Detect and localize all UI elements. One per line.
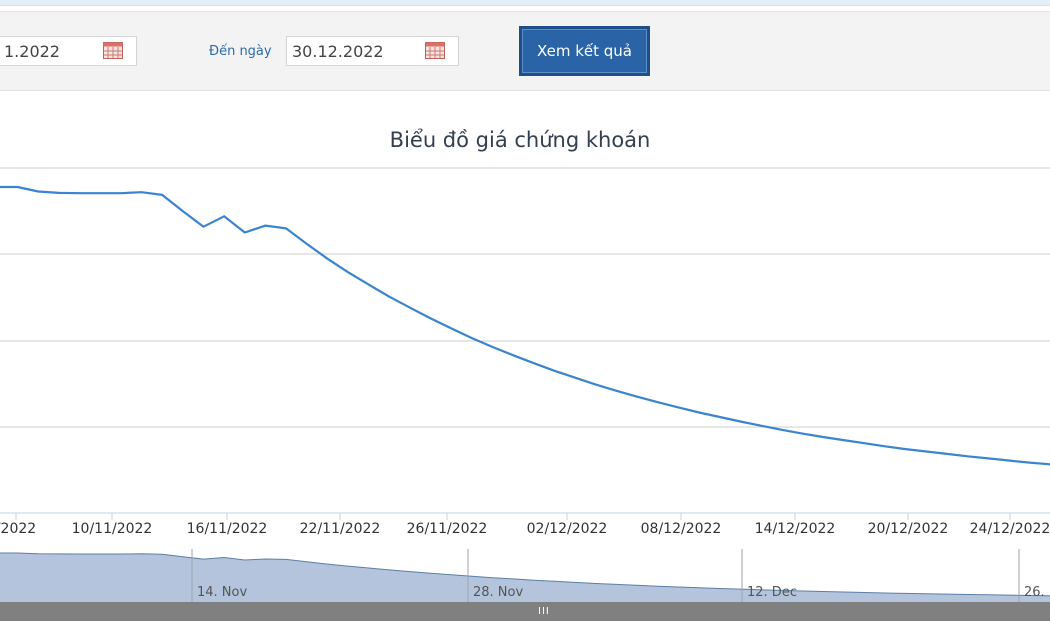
- calendar-icon[interactable]: [103, 42, 123, 59]
- from-date-field[interactable]: 1.2022: [0, 36, 137, 66]
- calendar-icon[interactable]: [425, 42, 445, 59]
- navigator: 14. Nov 28. Nov 12. Dec 26.: [0, 548, 1050, 602]
- scrollbar-grip-icon[interactable]: III: [538, 606, 550, 617]
- navigator-label: 12. Dec: [747, 585, 797, 600]
- navigator-label: 26.: [1024, 585, 1045, 600]
- x-tick-label: 08/12/2022: [641, 521, 722, 537]
- view-results-button[interactable]: Xem kết quả: [519, 26, 650, 76]
- navigator-scrollbar[interactable]: III: [0, 602, 1050, 621]
- price-chart: /2022 10/11/2022 16/11/2022 22/11/2022 26/11…: [0, 167, 1050, 602]
- x-tick-label: 20/12/2022: [868, 521, 949, 537]
- x-axis-ticks: /2022 10/11/2022 16/11/2022 22/11/2022 26/11…: [0, 513, 1050, 537]
- top-strip: [0, 0, 1050, 6]
- x-tick-label: 14/12/2022: [755, 521, 836, 537]
- x-tick-label: 16/11/2022: [187, 521, 268, 537]
- navigator-area: [0, 553, 1050, 602]
- x-tick-label: 02/12/2022: [527, 521, 608, 537]
- x-tick-label: 24/12/2022: [970, 521, 1050, 537]
- from-date-value: 1.2022: [4, 42, 60, 61]
- x-tick-label: 22/11/2022: [300, 521, 381, 537]
- filter-toolbar: 1.2022 Đến ngày 30.12.2022 Xem kết quả: [0, 11, 1050, 91]
- to-date-field[interactable]: 30.12.2022: [286, 36, 459, 66]
- price-line: [0, 185, 1050, 466]
- x-tick-label: 26/11/2022: [407, 521, 488, 537]
- to-date-value: 30.12.2022: [292, 42, 384, 61]
- navigator-label: 14. Nov: [197, 585, 247, 600]
- to-date-label: Đến ngày: [209, 44, 272, 59]
- x-tick-label: /2022: [0, 521, 36, 537]
- navigator-label: 28. Nov: [473, 585, 523, 600]
- price-series: [0, 185, 1050, 466]
- x-tick-label: 10/11/2022: [72, 521, 153, 537]
- navigator-line: [0, 552, 1050, 597]
- chart-title: Biểu đồ giá chứng khoán: [389, 128, 651, 152]
- grid-lines: [0, 167, 1050, 514]
